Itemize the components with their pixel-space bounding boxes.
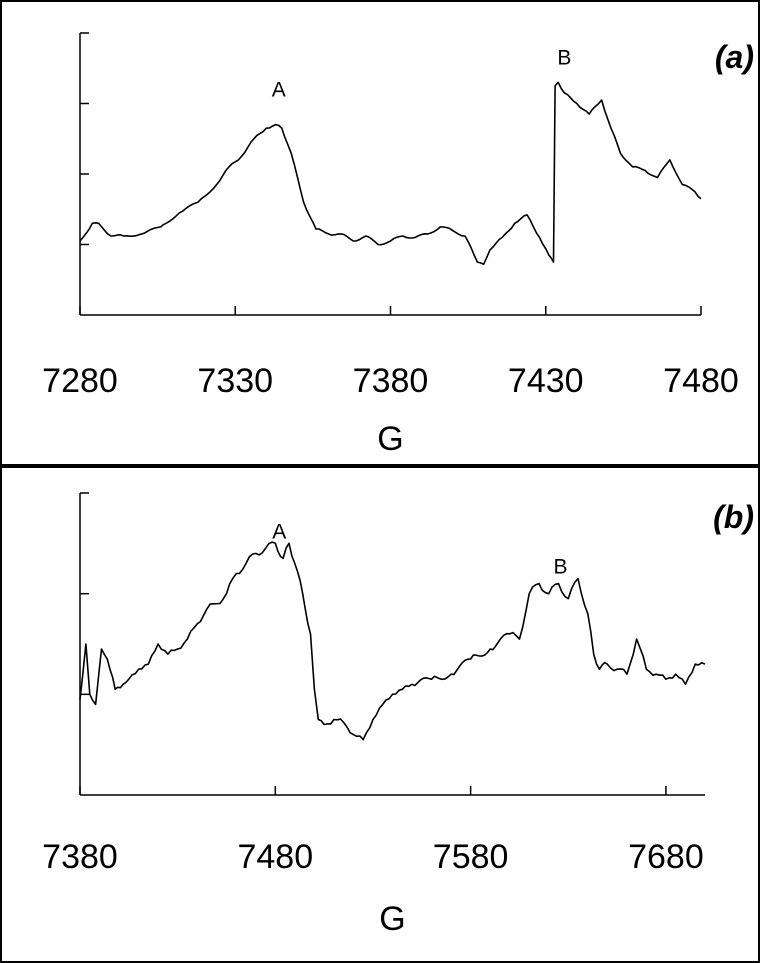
x-tick-label: 7280 [42,362,118,400]
panel-frame [0,0,760,466]
chart-panel-b: 7380 7480 7580 7680 G (b) A B [0,466,760,963]
panel-frame [0,466,760,963]
x-tick-label: 7380 [42,838,118,876]
peak-label: B [553,556,567,579]
x-tick-label: 7430 [508,362,584,400]
peak-label: B [557,47,571,70]
x-axis-label: G [377,420,403,458]
panel-label: (a) [715,39,754,75]
x-tick-label: 7330 [197,362,273,400]
x-tick-label: 7480 [237,838,313,876]
spectrum-line [79,541,706,741]
peak-label: A [272,520,286,543]
x-tick-label: 7380 [353,362,429,400]
chart-panel-a: 7280 7330 7380 7430 7480 G (a) A B [0,0,760,466]
x-tick-label: 7580 [433,838,509,876]
x-tick-label: 7680 [628,838,704,876]
chart-a-svg: 7280 7330 7380 7430 7480 G (a) A B [0,0,760,466]
spectrum-line [79,81,702,265]
panel-label: (b) [713,499,754,535]
x-axis-label: G [379,900,405,938]
peak-label: A [272,78,286,101]
chart-b-svg: 7380 7480 7580 7680 G (b) A B [0,466,760,963]
x-tick-label: 7480 [663,362,739,400]
